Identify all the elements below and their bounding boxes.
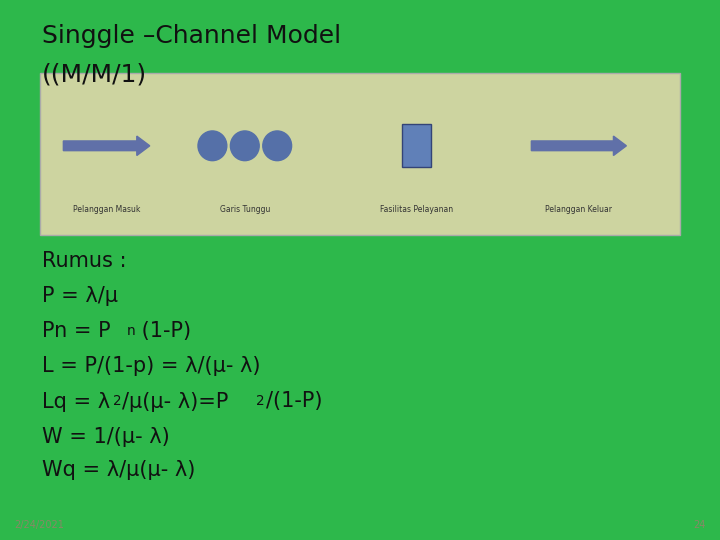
Ellipse shape <box>198 131 227 161</box>
Text: (1-P): (1-P) <box>135 321 192 341</box>
Text: Pn = P: Pn = P <box>42 321 110 341</box>
Text: W = 1/(μ- λ): W = 1/(μ- λ) <box>42 427 169 447</box>
Ellipse shape <box>263 131 292 161</box>
Text: Lq = λ: Lq = λ <box>42 392 110 411</box>
Ellipse shape <box>230 131 259 161</box>
Text: Garis Tunggu: Garis Tunggu <box>220 205 270 214</box>
FancyBboxPatch shape <box>402 124 431 167</box>
Text: Pelanggan Masuk: Pelanggan Masuk <box>73 205 140 214</box>
Text: Fasilitas Pelayanan: Fasilitas Pelayanan <box>379 205 453 214</box>
FancyArrow shape <box>531 136 626 156</box>
Text: 2: 2 <box>113 394 122 408</box>
Text: Wq = λ/μ(μ- λ): Wq = λ/μ(μ- λ) <box>42 460 195 480</box>
Text: L = P/(1-p) = λ/(μ- λ): L = P/(1-p) = λ/(μ- λ) <box>42 356 260 376</box>
Text: Pelanggan Keluar: Pelanggan Keluar <box>545 205 613 214</box>
Text: 24: 24 <box>693 520 706 530</box>
Text: 2/24/2021: 2/24/2021 <box>14 520 64 530</box>
Text: 2: 2 <box>256 394 265 408</box>
Text: n: n <box>127 324 135 338</box>
Text: /μ(μ- λ)=P: /μ(μ- λ)=P <box>122 392 229 411</box>
FancyBboxPatch shape <box>40 73 680 235</box>
Text: ((M/M/1): ((M/M/1) <box>42 62 147 86</box>
FancyArrow shape <box>63 136 150 156</box>
Text: P = λ/μ: P = λ/μ <box>42 286 118 306</box>
Text: Singgle –Channel Model: Singgle –Channel Model <box>42 24 341 48</box>
Text: Rumus :: Rumus : <box>42 251 126 271</box>
Text: /(1-P): /(1-P) <box>266 392 322 411</box>
